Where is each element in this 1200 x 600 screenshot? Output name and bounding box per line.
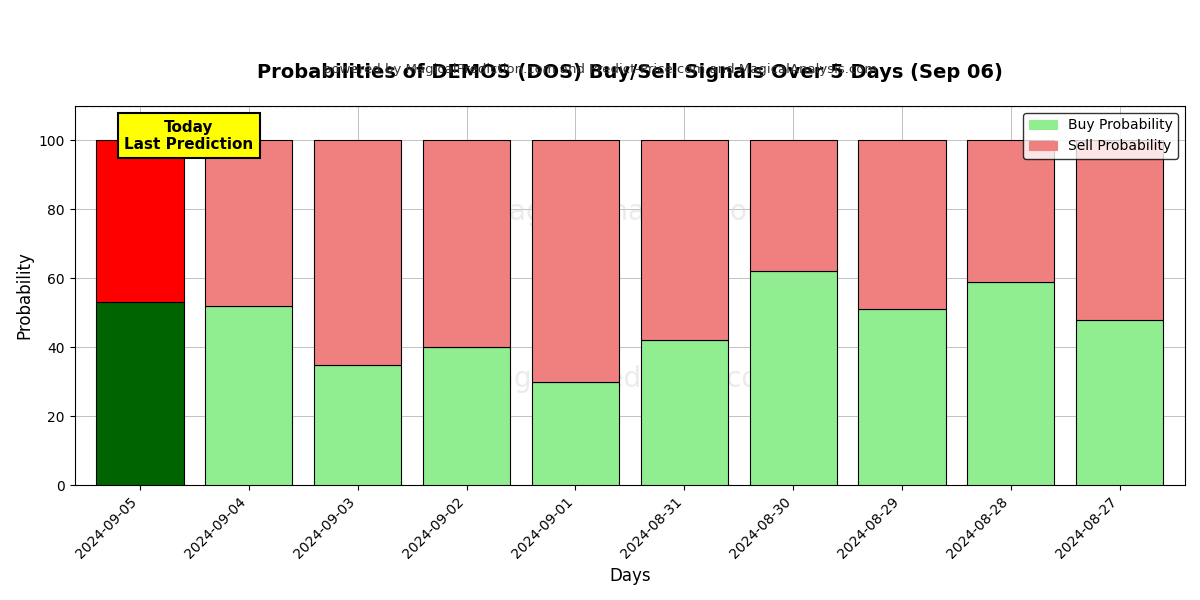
Bar <box>967 282 1055 485</box>
X-axis label: Days: Days <box>610 567 650 585</box>
Y-axis label: Probability: Probability <box>16 251 34 340</box>
Bar <box>532 140 619 382</box>
Bar <box>96 140 184 302</box>
Title: Probabilities of DEMOS (DOS) Buy/Sell Signals Over 5 Days (Sep 06): Probabilities of DEMOS (DOS) Buy/Sell Si… <box>257 63 1003 82</box>
Bar <box>96 302 184 485</box>
Bar <box>750 140 836 271</box>
Bar <box>858 310 946 485</box>
Bar <box>641 340 727 485</box>
Bar <box>1076 320 1163 485</box>
Text: Today
Last Prediction: Today Last Prediction <box>125 119 253 152</box>
Bar <box>750 271 836 485</box>
Bar <box>641 140 727 340</box>
Text: powered by MagicalPrediction.com and Predict-Price.com and MagicalAnalysis.com: powered by MagicalPrediction.com and Pre… <box>323 63 877 76</box>
Bar <box>422 347 510 485</box>
Bar <box>967 140 1055 282</box>
Bar <box>1076 140 1163 320</box>
Bar <box>314 140 401 365</box>
Bar <box>314 365 401 485</box>
Bar <box>205 306 293 485</box>
Text: MagicalPrediction.com: MagicalPrediction.com <box>474 365 786 393</box>
Text: MagicalAnalysis.com: MagicalAnalysis.com <box>485 198 774 226</box>
Bar <box>858 140 946 310</box>
Bar <box>532 382 619 485</box>
Bar <box>422 140 510 347</box>
Bar <box>205 140 293 306</box>
Legend: Buy Probability, Sell Probability: Buy Probability, Sell Probability <box>1024 113 1178 159</box>
